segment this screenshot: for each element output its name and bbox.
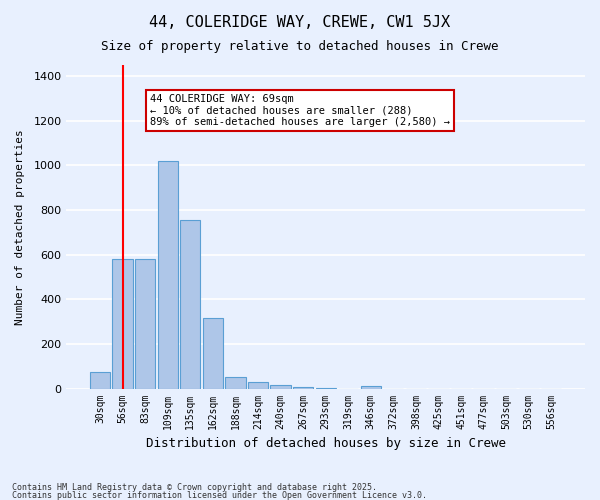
Bar (135, 259, 155, 388)
Bar (248, 382, 268, 388)
X-axis label: Distribution of detached houses by size in Crewe: Distribution of detached houses by size … (146, 437, 506, 450)
Bar (158, 161, 178, 388)
Text: Contains HM Land Registry data © Crown copyright and database right 2025.: Contains HM Land Registry data © Crown c… (12, 483, 377, 492)
Text: Contains public sector information licensed under the Open Government Licence v3: Contains public sector information licen… (12, 490, 427, 500)
Bar (203, 318, 223, 388)
Text: Size of property relative to detached houses in Crewe: Size of property relative to detached ho… (101, 40, 499, 53)
Bar (112, 259, 133, 388)
Y-axis label: Number of detached properties: Number of detached properties (15, 129, 25, 324)
Text: 44, COLERIDGE WAY, CREWE, CW1 5JX: 44, COLERIDGE WAY, CREWE, CW1 5JX (149, 15, 451, 30)
Bar (225, 378, 245, 388)
Text: 44 COLERIDGE WAY: 69sqm
← 10% of detached houses are smaller (288)
89% of semi-d: 44 COLERIDGE WAY: 69sqm ← 10% of detache… (149, 94, 449, 127)
Bar (90, 372, 110, 388)
Bar (361, 386, 381, 388)
Bar (180, 220, 200, 388)
Bar (271, 385, 290, 388)
